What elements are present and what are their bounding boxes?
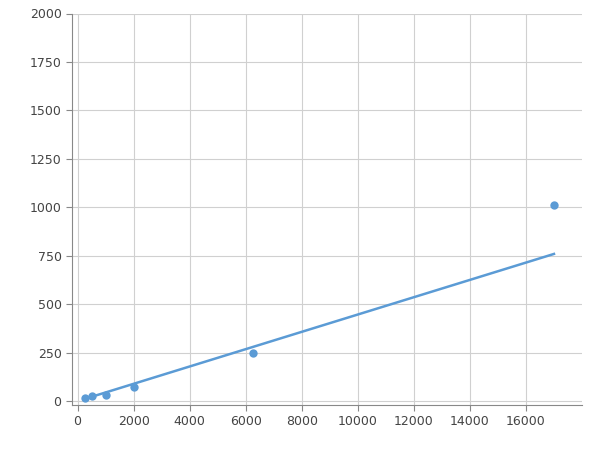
Point xyxy=(248,349,257,356)
Point xyxy=(87,393,97,400)
Point xyxy=(129,383,139,390)
Point xyxy=(101,392,110,399)
Point xyxy=(549,202,559,209)
Point xyxy=(80,395,89,402)
